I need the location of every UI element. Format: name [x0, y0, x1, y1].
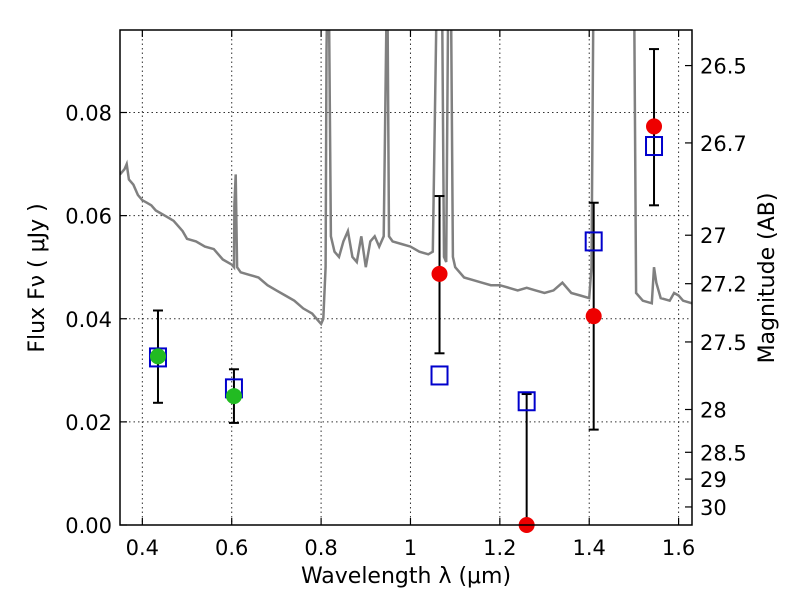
observed-red-point — [431, 265, 448, 282]
magnitude-tick-label: 26.5 — [700, 55, 747, 79]
magnitude-tick-label: 30 — [700, 496, 727, 520]
observed-red-point — [585, 308, 602, 325]
y-axis-title-left: Flux Fν ( μJy ) — [25, 203, 50, 352]
magnitude-tick-label: 29 — [700, 468, 727, 492]
model-squares — [148, 136, 664, 412]
model-square — [645, 136, 664, 157]
magnitude-tick-label: 26.7 — [700, 132, 747, 156]
error-bars — [152, 48, 660, 525]
x-tick-label: 1.2 — [483, 536, 516, 560]
model-square — [517, 391, 536, 412]
axis-ticks — [120, 30, 692, 526]
observed-green-point — [225, 388, 242, 405]
x-axis-title: Wavelength λ (μm) — [301, 564, 511, 589]
x-tick-label: 1.4 — [573, 536, 606, 560]
x-tick-label: 0.6 — [215, 536, 248, 560]
y-tick-label: 0.04 — [65, 308, 112, 332]
tick-labels: 0.4 0.6 0.8 1 1.2 1.4 1.6 0.00 0.02 0.04 0.06 0.08 2… — [65, 55, 747, 560]
observed-points — [149, 118, 663, 533]
x-tick-label: 1.6 — [662, 536, 695, 560]
template-spectrum-line — [120, 30, 692, 327]
magnitude-tick-label: 27.2 — [700, 273, 747, 297]
magnitude-tick-label: 28 — [700, 399, 727, 423]
magnitude-tick-label: 27.5 — [700, 331, 747, 355]
model-square — [584, 231, 603, 252]
y-tick-label: 0.02 — [65, 411, 112, 435]
magnitude-tick-label: 28.5 — [700, 441, 747, 465]
y-tick-label: 0.00 — [65, 514, 112, 538]
x-tick-label: 1 — [404, 536, 417, 560]
x-tick-label: 0.8 — [304, 536, 337, 560]
plot-frame — [119, 29, 693, 526]
observed-green-point — [149, 348, 166, 365]
y-axis-title-right: Magnitude (AB) — [755, 193, 780, 364]
x-tick-label: 0.4 — [126, 536, 159, 560]
plot-area — [120, 30, 692, 525]
y-tick-label: 0.08 — [65, 102, 112, 126]
gridlines — [120, 30, 692, 525]
observed-red-point — [646, 118, 663, 135]
magnitude-tick-label: 27 — [700, 224, 727, 248]
y-tick-label: 0.06 — [65, 205, 112, 229]
model-square — [430, 365, 449, 386]
